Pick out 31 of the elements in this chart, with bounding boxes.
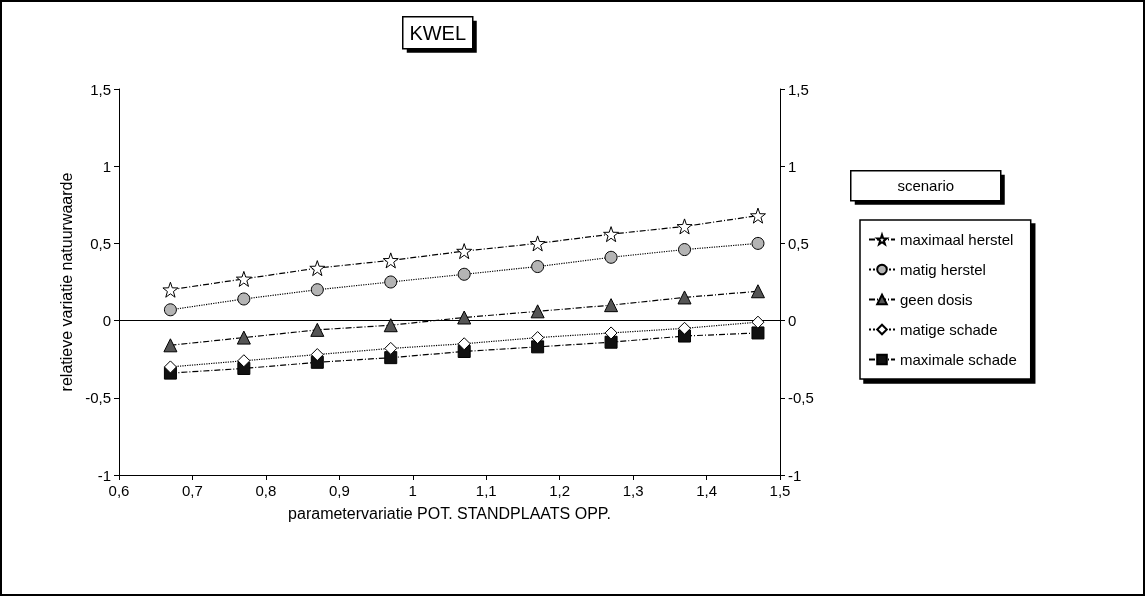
x-tick-label: 1,4	[696, 482, 717, 499]
x-tick-label: 1,3	[622, 482, 644, 499]
y-axis-title: relatieve variatie natuurwaarde	[57, 172, 75, 392]
legend-label: matig herstel	[900, 261, 986, 278]
x-tick-label: 0,9	[328, 482, 350, 499]
x-tick-label: 0,7	[182, 482, 203, 499]
legend-label: matige schade	[900, 321, 998, 338]
x-tick-label: 1	[408, 482, 417, 499]
x-axis-title: parametervariatie POT. STANDPLAATS OPP.	[288, 504, 611, 522]
x-tick-label: 0,6	[108, 482, 130, 499]
legend-label: maximaal herstel	[900, 231, 1014, 248]
y-tick-label: -1	[97, 466, 111, 484]
x-tick-label: 1,2	[549, 482, 571, 499]
y-tick-label: 1	[102, 157, 111, 175]
y2-tick-label: -1	[788, 466, 802, 484]
chart-title: KWEL	[409, 21, 467, 44]
y-tick-label: 0	[102, 312, 111, 330]
y-tick-label: -0,5	[85, 389, 111, 407]
x-tick-label: 0,8	[255, 482, 277, 499]
y2-tick-label: 0	[788, 312, 797, 330]
y2-tick-label: -0,5	[788, 389, 814, 407]
x-tick-label: 1,1	[475, 482, 497, 499]
legend-title: scenario	[897, 177, 955, 195]
legend-label: maximale schade	[900, 351, 1017, 368]
x-tick-label: 1,5	[769, 482, 791, 499]
y2-tick-label: 1,5	[788, 80, 809, 98]
legend-label: geen dosis	[900, 291, 973, 308]
y-tick-label: 1,5	[90, 80, 111, 98]
y-tick-label: 0,5	[90, 234, 111, 252]
y2-tick-label: 0,5	[788, 234, 809, 252]
y2-tick-label: 1	[788, 157, 797, 175]
